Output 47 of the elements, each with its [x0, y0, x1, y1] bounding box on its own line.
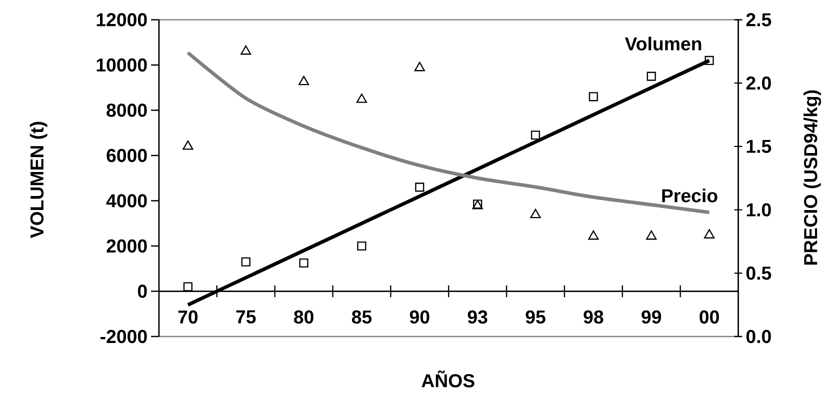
- point: [646, 72, 656, 81]
- point: [298, 76, 310, 86]
- y-tick-label: 6000: [106, 149, 147, 162]
- point: [646, 230, 657, 240]
- point: [241, 257, 250, 267]
- point: [414, 62, 425, 72]
- point: [704, 229, 715, 239]
- y-tick-label: 4000: [106, 194, 147, 208]
- point: [240, 46, 252, 55]
- point: [182, 140, 194, 150]
- y-tick-label: 0: [138, 284, 147, 298]
- x-axis-title: AÑOS: [422, 370, 474, 388]
- y2-tick-label: 1.5: [746, 140, 772, 154]
- x-tick-label: 98: [584, 310, 604, 324]
- point: [299, 258, 308, 268]
- x-tick-label: 99: [642, 310, 662, 324]
- x-tick-label: 90: [410, 310, 430, 324]
- point: [530, 130, 540, 140]
- point: [588, 92, 598, 102]
- x-tick-label: 70: [178, 310, 198, 324]
- y2-axis-title: PRECIO (USD94/kg): [804, 90, 822, 265]
- y2-tick-label: 1.0: [746, 203, 771, 217]
- point: [704, 56, 714, 66]
- point: [356, 94, 368, 103]
- series-label: Precio: [662, 188, 718, 202]
- x-tick-label: 80: [294, 310, 314, 324]
- x-tick-label: 95: [526, 310, 546, 324]
- point: [588, 230, 599, 240]
- y2-tick-label: 0.0: [746, 330, 771, 344]
- y-tick-label: 2000: [106, 240, 147, 253]
- y-tick-label: 10000: [96, 58, 147, 72]
- point: [415, 182, 424, 192]
- x-tick-label: 75: [236, 310, 256, 324]
- y2-tick-label: 2.0: [746, 76, 771, 90]
- y-axis-title: VOLUMEN (t): [30, 122, 48, 238]
- y2-tick-label: 0.5: [746, 266, 772, 280]
- point: [357, 242, 366, 251]
- y-tick-label: -2000: [100, 330, 147, 344]
- y-tick-label: 12000: [96, 13, 147, 26]
- y-tick-label: 8000: [106, 104, 147, 117]
- y2-tick-label: 2.5: [746, 13, 772, 26]
- point: [530, 208, 541, 218]
- point: [183, 282, 192, 292]
- x-tick-label: 85: [352, 310, 372, 324]
- series-label: Volumen: [624, 36, 702, 51]
- x-tick-label: 00: [700, 310, 719, 324]
- x-tick-label: 93: [468, 310, 488, 324]
